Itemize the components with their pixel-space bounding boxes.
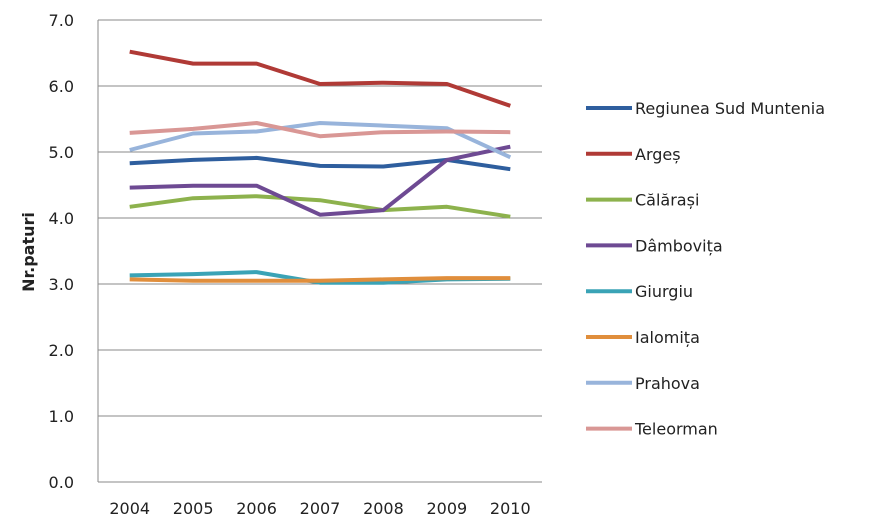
legend-label-7: Teleorman <box>634 420 718 439</box>
series-line-2 <box>129 194 511 219</box>
series-line-7 <box>129 121 511 139</box>
legend-label-2: Călărași <box>635 191 699 210</box>
y-tick-label: 7.0 <box>49 11 74 30</box>
series-line-6 <box>129 121 512 160</box>
y-tick-label: 5.0 <box>49 143 74 162</box>
x-tick-label: 2010 <box>490 499 531 518</box>
y-tick-label: 1.0 <box>49 407 74 426</box>
x-tick-label: 2004 <box>109 499 150 518</box>
legend-label-0: Regiunea Sud Muntenia <box>635 99 825 118</box>
series-line-3 <box>129 144 511 217</box>
y-tick-label: 4.0 <box>49 209 74 228</box>
legend: Regiunea Sud Muntenia Argeș Călărași Dâmbov… <box>586 99 825 439</box>
legend-label-3: Dâmbovița <box>635 236 723 255</box>
series-line-1 <box>129 49 511 108</box>
legend-label-4: Giurgiu <box>635 282 693 301</box>
series-line-5 <box>129 276 511 283</box>
x-tick-label: 2009 <box>426 499 467 518</box>
x-tick-label: 2006 <box>236 499 277 518</box>
y-tick-label: 3.0 <box>49 275 74 294</box>
legend-label-6: Prahova <box>635 374 700 393</box>
y-tick-label: 0.0 <box>49 473 74 492</box>
series-lines <box>129 49 512 285</box>
x-tick-label: 2005 <box>173 499 214 518</box>
legend-label-1: Argeș <box>635 145 681 164</box>
y-axis-title: Nr.paturi <box>19 212 38 292</box>
y-tick-label: 2.0 <box>49 341 74 360</box>
x-tick-label: 2008 <box>363 499 404 518</box>
y-tick-label: 6.0 <box>49 77 74 96</box>
gridlines <box>98 19 542 483</box>
axes: 0.0 1.0 2.0 3.0 4.0 5.0 6.0 7.0 2004 2005 2006 2007… <box>49 11 531 518</box>
x-tick-label: 2007 <box>300 499 341 518</box>
legend-label-5: Ialomița <box>635 328 700 347</box>
